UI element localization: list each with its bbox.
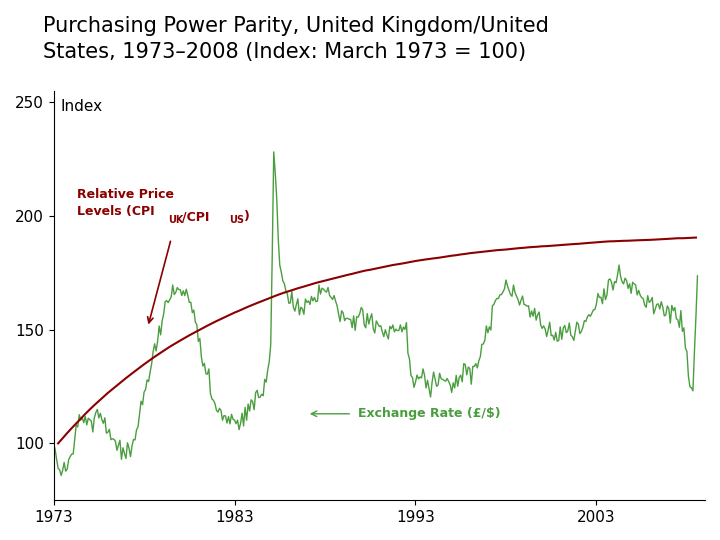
Text: Purchasing Power Parity, United Kingdom/United
States, 1973–2008 (Index: March 1: Purchasing Power Parity, United Kingdom/… bbox=[43, 16, 549, 62]
Text: UK: UK bbox=[168, 214, 184, 225]
Text: /CPI: /CPI bbox=[182, 210, 210, 223]
Text: Index: Index bbox=[60, 99, 102, 114]
Text: Relative Price
Levels (CPI: Relative Price Levels (CPI bbox=[77, 188, 174, 219]
Text: ): ) bbox=[243, 210, 249, 223]
Text: US: US bbox=[229, 214, 244, 225]
Text: Exchange Rate (£/$): Exchange Rate (£/$) bbox=[358, 407, 500, 420]
